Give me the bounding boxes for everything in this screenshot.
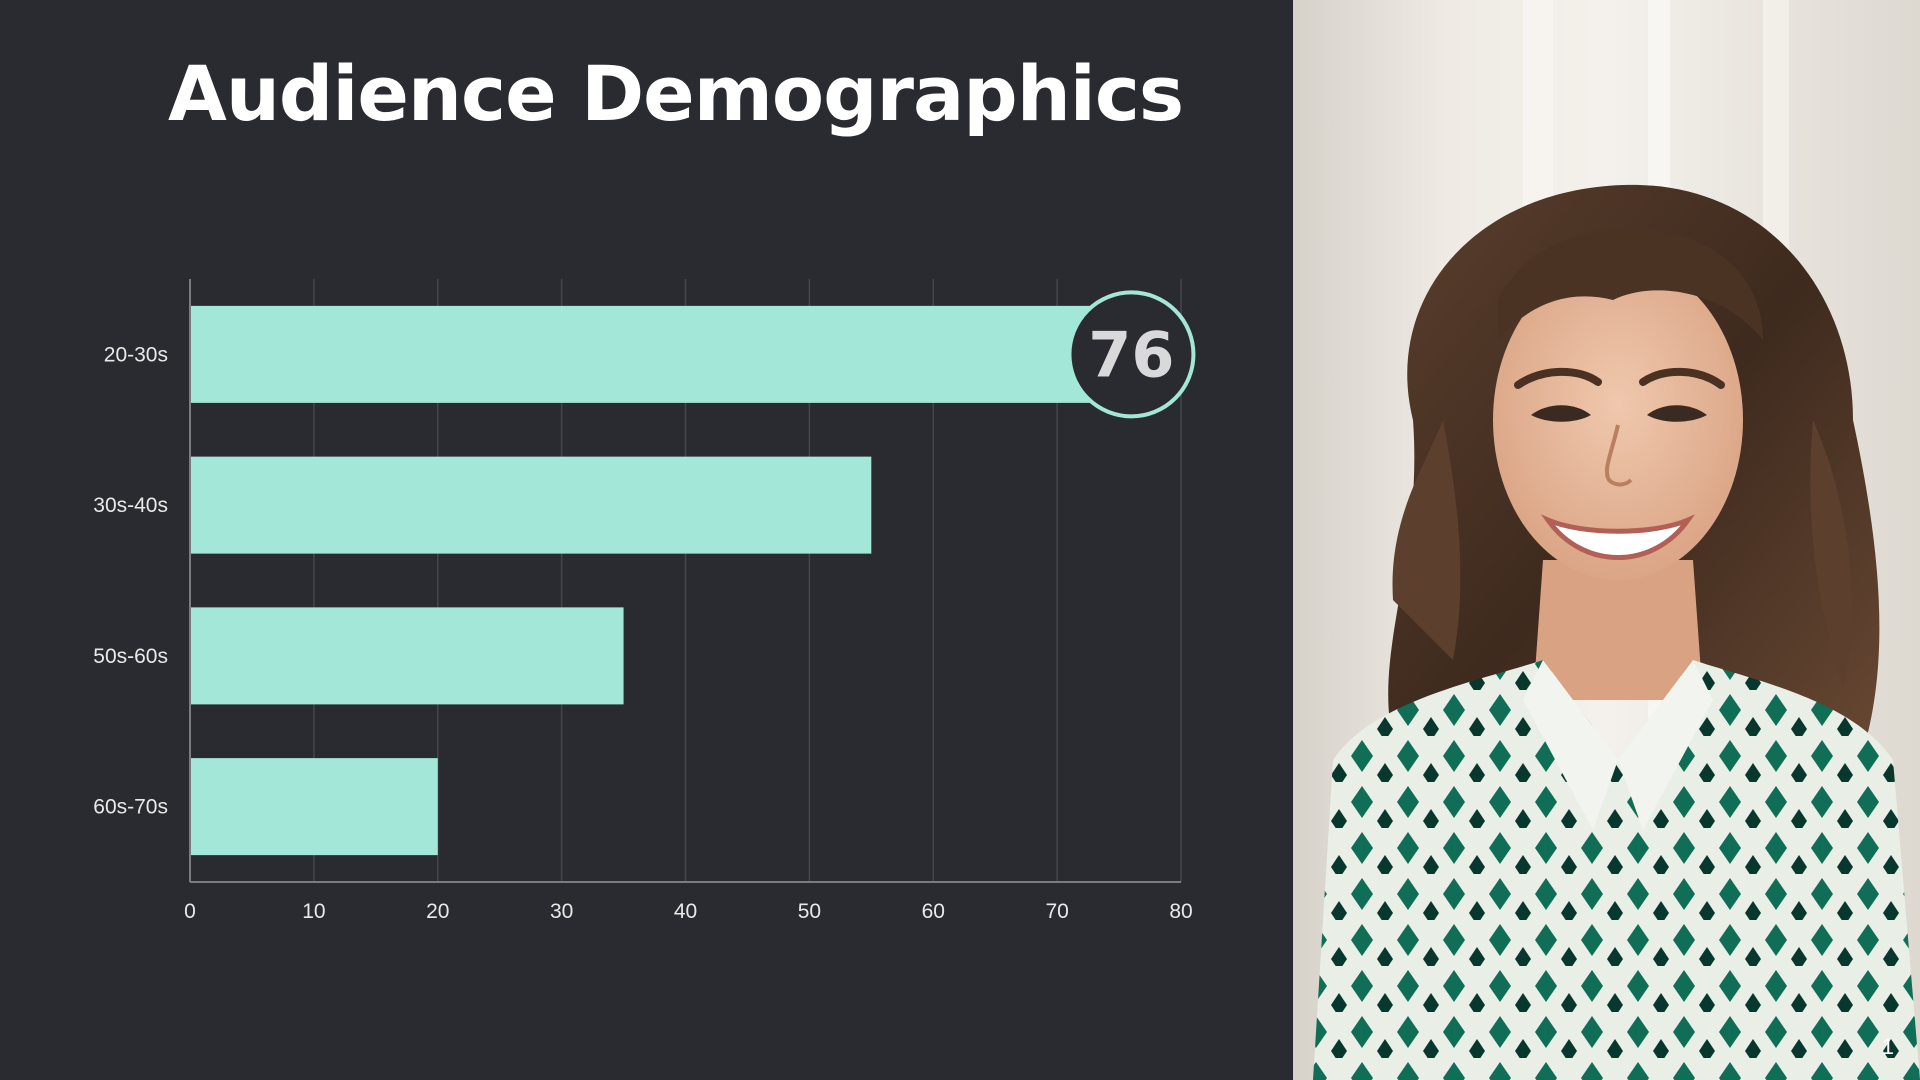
tick-label: 30 — [550, 900, 573, 923]
bar-chart: 20-30s 30s-40s 50s-60s 60s-70s 0 10 20 30 40 50 60… — [93, 279, 1196, 923]
tick-label: 20 — [426, 900, 449, 923]
category-label: 50s-60s — [93, 645, 168, 668]
bar — [190, 607, 624, 705]
value-callout-label: 76 — [1088, 318, 1174, 391]
category-label: 20-30s — [104, 343, 168, 366]
category-label: 30s-40s — [93, 494, 168, 517]
tick-label: 50 — [798, 900, 821, 923]
tick-label: 40 — [674, 900, 697, 923]
portrait-photo — [1293, 0, 1920, 1080]
category-label: 60s-70s — [93, 796, 168, 819]
smiling-woman-photo-icon — [1293, 0, 1920, 1080]
value-callout-circle — [1067, 290, 1196, 419]
slide-title: Audience Demographics — [168, 49, 1184, 138]
tick-label: 10 — [302, 900, 325, 923]
page-number: 1 — [1881, 1034, 1894, 1059]
tick-label: 80 — [1169, 900, 1192, 923]
bar — [190, 456, 872, 554]
tick-label: 60 — [922, 900, 945, 923]
tick-label: 70 — [1045, 900, 1068, 923]
bar — [190, 758, 438, 856]
bar — [190, 305, 1132, 403]
tick-label: 0 — [184, 900, 196, 923]
